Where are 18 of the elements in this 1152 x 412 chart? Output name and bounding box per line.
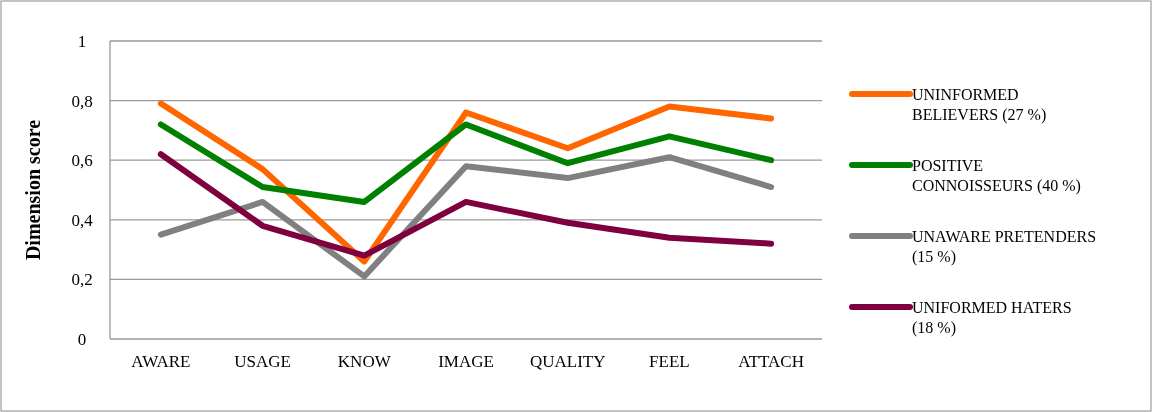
x-tick-label: FEEL [649, 352, 690, 371]
x-tick-label: ATTACH [738, 352, 804, 371]
x-tick-label: KNOW [337, 352, 392, 371]
legend-label: UNINFORMED BELIEVERS (27 %) [912, 85, 1047, 124]
y-tick-label: 0,8 [71, 91, 93, 111]
legend-label: UNIFORMED HATERS (18 %) [912, 298, 1072, 337]
legend-label: POSITIVE CONNOISSEURS (40 %) [912, 156, 1081, 195]
x-tick-label: AWARE [131, 352, 191, 371]
legend-label: UNAWARE PRETENDERS (15 %) [912, 227, 1097, 266]
y-tick-label: 1 [77, 31, 87, 51]
y-tick-label: 0 [77, 329, 87, 349]
x-tick-label: IMAGE [438, 352, 494, 371]
x-tick-label: USAGE [234, 352, 291, 371]
y-tick-label: 0,4 [71, 210, 94, 230]
y-tick-label: 0,2 [71, 270, 93, 290]
y-axis-title: Dimension score [22, 119, 44, 261]
y-tick-label: 0,6 [71, 151, 93, 171]
x-tick-label: QUALITY [529, 352, 606, 371]
